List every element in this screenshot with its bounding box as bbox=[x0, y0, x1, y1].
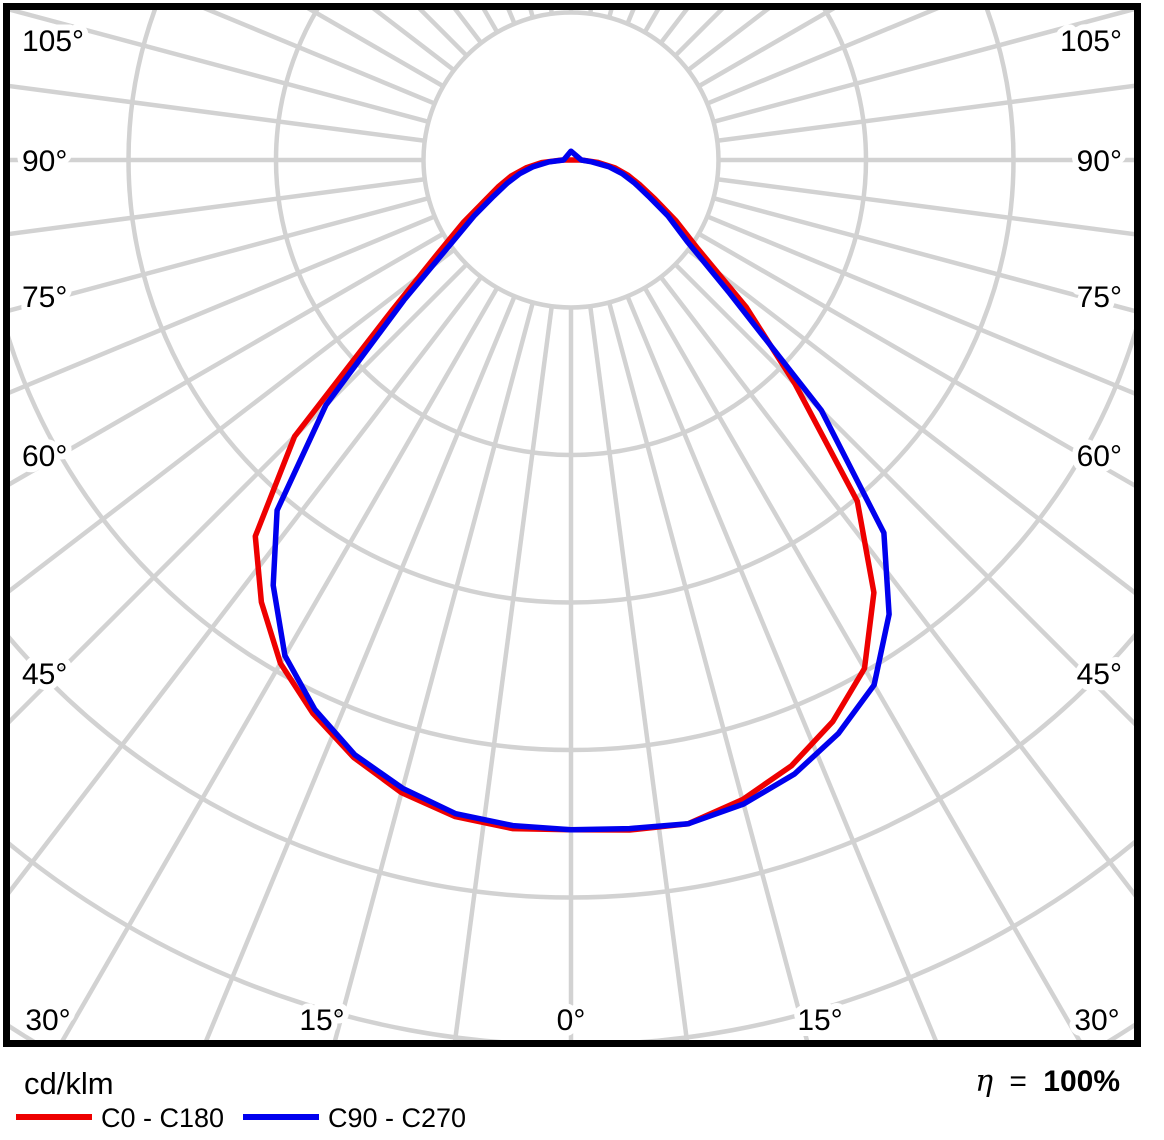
grid-spoke bbox=[697, 231, 1134, 488]
eta-value: 100% bbox=[1043, 1065, 1120, 1098]
grid-spoke bbox=[10, 177, 426, 237]
grid-spoke bbox=[706, 10, 940, 106]
angle-label-bottom-0: 0° bbox=[557, 1004, 586, 1037]
angle-label-right-105: 105° bbox=[1060, 25, 1122, 58]
legend-label-c0-c180: C0 - C180 bbox=[101, 1103, 224, 1133]
grid-spoke bbox=[607, 301, 810, 1042]
grid-spoke bbox=[706, 214, 1134, 396]
grid-spoke bbox=[202, 10, 436, 106]
legend-label-c90-c270: C90 - C270 bbox=[328, 1103, 466, 1133]
angle-labels: 105° 90° 75° 60° 45° 105° 90° 75° 60° 45… bbox=[16, 19, 1128, 1043]
angle-label-left-45: 45° bbox=[22, 658, 67, 691]
angle-label-bottom-right-15: 15° bbox=[797, 1004, 842, 1037]
grid-spoke bbox=[10, 83, 426, 143]
eta-symbol: η bbox=[975, 1064, 993, 1099]
angle-label-left-60: 60° bbox=[22, 440, 67, 473]
angle-label-bottom-left-15: 15° bbox=[299, 1004, 344, 1037]
grid-spoke bbox=[625, 295, 939, 1042]
grid-spoke bbox=[716, 83, 1134, 143]
intensity-curves bbox=[252, 148, 892, 833]
efficiency-text: η = 100% bbox=[975, 1064, 1120, 1099]
angle-label-right-90: 90° bbox=[1077, 145, 1122, 178]
grid-spoke bbox=[659, 275, 1134, 898]
grid-spoke bbox=[10, 214, 436, 395]
angle-label-bottom-right-30: 30° bbox=[1074, 1004, 1119, 1037]
angle-label-left-105: 105° bbox=[22, 25, 84, 58]
eta-equals: = bbox=[1009, 1065, 1027, 1098]
curve-c90-c270 bbox=[270, 148, 892, 833]
angle-label-right-75: 75° bbox=[1077, 281, 1122, 314]
grid-spoke bbox=[642, 286, 1083, 1042]
angle-label-right-60: 60° bbox=[1077, 440, 1122, 473]
grid-spoke bbox=[203, 295, 517, 1042]
angle-label-left-75: 75° bbox=[22, 281, 67, 314]
angle-label-bottom-left-30: 30° bbox=[25, 1004, 70, 1037]
grid-spoke bbox=[686, 248, 1134, 595]
grid-spoke bbox=[332, 301, 535, 1042]
grid-spoke bbox=[712, 10, 1134, 124]
grid-spoke bbox=[10, 231, 445, 487]
grid-spoke bbox=[10, 10, 430, 124]
grid-spoke bbox=[10, 262, 469, 725]
grid-spoke bbox=[712, 196, 1134, 314]
grid-spoke bbox=[716, 177, 1134, 237]
unit-label: cd/klm bbox=[24, 1066, 114, 1101]
angle-label-left-90: 90° bbox=[22, 145, 67, 178]
legend: cd/klm C0 - C180 C90 - C270 η = 100% bbox=[16, 1064, 1120, 1133]
grid-spoke bbox=[59, 286, 500, 1042]
grid-spoke bbox=[10, 248, 456, 594]
angle-label-right-45: 45° bbox=[1077, 658, 1122, 691]
grid-spoke bbox=[452, 305, 554, 1042]
chart-frame bbox=[3, 3, 1141, 1047]
grid-spoke bbox=[10, 196, 430, 313]
grid-spoke bbox=[10, 275, 483, 895]
